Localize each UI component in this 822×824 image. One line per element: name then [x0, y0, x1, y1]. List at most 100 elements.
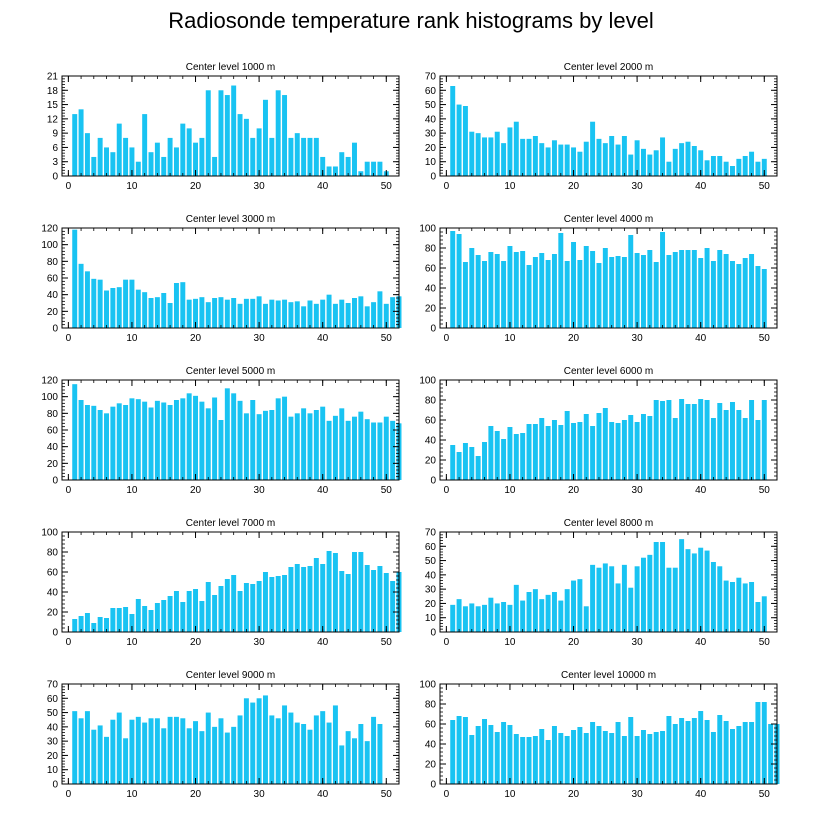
x-tick-label: 30	[632, 181, 644, 192]
bar	[199, 731, 205, 784]
bar	[583, 141, 589, 176]
bar	[142, 401, 148, 480]
bar	[462, 106, 468, 176]
bar	[660, 731, 666, 784]
bar	[224, 388, 230, 480]
panel-9: Center level 9000 m 0 10 20 30 40 50 0 10 20 30 40 5…	[47, 670, 400, 800]
plot-frame	[439, 379, 778, 481]
y-tick-label: 15	[47, 100, 59, 111]
bar	[520, 251, 526, 328]
bar	[761, 400, 767, 480]
bar	[520, 737, 526, 784]
bar	[301, 306, 307, 328]
bar	[749, 400, 755, 480]
bar	[742, 418, 748, 480]
y-tick-label: 60	[425, 264, 437, 275]
bar	[78, 718, 84, 784]
x-tick-label: 0	[444, 485, 450, 496]
bar	[456, 104, 462, 176]
bar	[494, 254, 500, 328]
bar	[180, 123, 186, 176]
bar	[377, 566, 383, 632]
bar	[628, 154, 634, 176]
bar	[307, 137, 313, 176]
x-tick-label: 0	[444, 637, 450, 648]
bar	[142, 606, 148, 632]
bar	[320, 406, 326, 480]
bar	[501, 261, 507, 328]
bar	[326, 294, 332, 328]
bar	[526, 424, 532, 480]
bar	[640, 557, 646, 632]
y-tick-label: 20	[425, 760, 437, 771]
bar	[710, 562, 716, 632]
bar	[666, 716, 672, 784]
bar	[539, 729, 545, 784]
bar	[371, 161, 377, 176]
bar	[250, 137, 256, 176]
bar	[84, 405, 90, 480]
bar	[532, 589, 538, 632]
y-tick-label: 0	[52, 324, 58, 335]
bar	[307, 300, 313, 328]
bar	[116, 123, 122, 176]
bar	[666, 255, 672, 328]
bar	[116, 712, 122, 784]
panel-2: Center level 2000 m 0 10 20 30 40 50 0 10 20 30 40 5…	[425, 62, 778, 192]
bar	[72, 711, 78, 784]
bar	[730, 166, 735, 176]
bar	[710, 418, 716, 480]
bar	[583, 414, 589, 480]
bar	[736, 577, 742, 632]
y-tick-label: 60	[47, 426, 59, 437]
bar	[383, 303, 389, 328]
bar	[475, 726, 481, 784]
y-tick-label: 80	[47, 548, 59, 559]
y-tick-label: 50	[425, 556, 437, 567]
bar	[167, 303, 173, 328]
bar	[462, 717, 468, 784]
x-tick-label: 10	[126, 789, 138, 800]
bar	[660, 137, 666, 176]
bar	[237, 400, 243, 480]
bar	[558, 144, 564, 176]
bar	[339, 745, 345, 784]
bar	[288, 137, 294, 176]
x-tick-label: 20	[568, 333, 580, 344]
bar	[698, 399, 704, 480]
bar	[488, 252, 494, 328]
bar	[475, 456, 481, 480]
x-tick-label: 40	[317, 485, 329, 496]
bar	[660, 401, 666, 480]
bar	[256, 581, 262, 632]
bar	[390, 297, 396, 328]
bar	[135, 716, 141, 784]
bar	[501, 143, 507, 176]
plot-frame	[439, 683, 778, 785]
bar	[736, 726, 742, 784]
bar	[469, 603, 475, 632]
bar	[761, 158, 767, 176]
bar	[628, 235, 634, 328]
bar	[154, 718, 160, 784]
panel-title: Center level 7000 m	[186, 518, 276, 529]
bar	[571, 730, 577, 784]
bar	[326, 166, 332, 176]
bar	[723, 721, 729, 784]
bar	[78, 616, 84, 632]
x-tick-label: 50	[381, 485, 393, 496]
y-tick-label: 120	[41, 224, 58, 235]
bar	[609, 257, 615, 328]
bar	[231, 85, 237, 176]
bar	[364, 306, 370, 328]
bar	[456, 452, 462, 480]
bar	[488, 426, 494, 480]
bar	[371, 302, 377, 328]
bar	[161, 600, 167, 632]
bar	[691, 250, 697, 328]
bar	[704, 720, 710, 784]
bar	[551, 726, 557, 784]
bar	[288, 567, 294, 632]
panel-title: Center level 2000 m	[564, 62, 654, 73]
bar	[180, 398, 186, 480]
